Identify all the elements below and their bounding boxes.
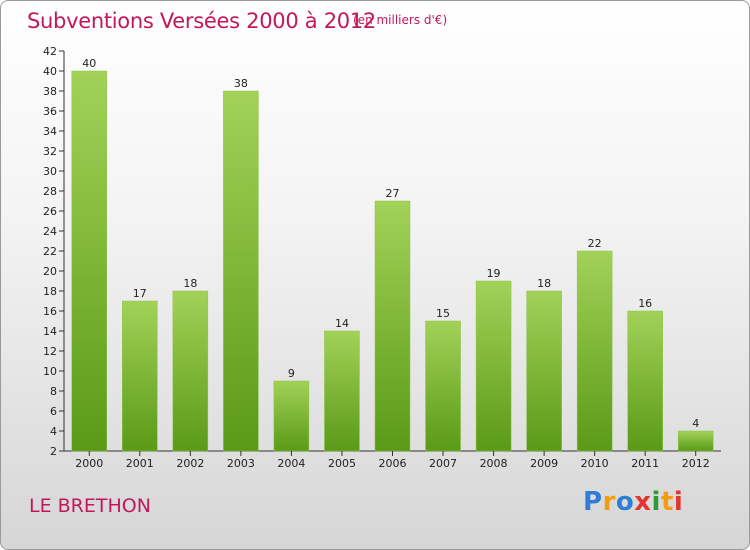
x-tick-label: 2009 <box>530 457 558 470</box>
x-tick-label: 2011 <box>631 457 659 470</box>
logo-letter: t <box>660 487 674 517</box>
y-tick-label: 34 <box>43 125 57 138</box>
logo-letter: P <box>583 487 603 517</box>
bar <box>223 90 259 452</box>
bar <box>425 320 461 452</box>
bar <box>677 430 714 452</box>
bar <box>324 330 360 452</box>
y-tick-label: 24 <box>43 225 57 238</box>
x-tick-label: 2004 <box>277 457 305 470</box>
x-tick-label: 2007 <box>429 457 457 470</box>
chart-title: Subventions Versées 2000 à 2012 <box>27 9 376 33</box>
data-label: 17 <box>133 287 147 300</box>
data-label: 38 <box>234 77 248 90</box>
data-label: 15 <box>436 307 450 320</box>
logo-letter: r <box>602 487 616 517</box>
logo-letter: i <box>651 487 661 517</box>
y-tick-label: 14 <box>43 325 57 338</box>
bar <box>172 290 209 452</box>
y-tick-label: 16 <box>43 305 57 318</box>
y-tick-label: 22 <box>43 245 57 258</box>
data-label: 19 <box>487 267 501 280</box>
x-tick-label: 2002 <box>176 457 204 470</box>
bar <box>627 310 663 452</box>
y-tick-label: 18 <box>43 285 57 298</box>
y-tick-label: 26 <box>43 205 57 218</box>
bar <box>475 280 512 452</box>
logo-letter: o <box>615 487 635 517</box>
bar <box>122 300 158 452</box>
data-label: 27 <box>386 187 400 200</box>
y-tick-label: 12 <box>43 345 57 358</box>
data-label: 22 <box>588 237 602 250</box>
x-tick-label: 2000 <box>75 457 103 470</box>
y-tick-label: 40 <box>43 65 57 78</box>
x-tick-label: 2003 <box>227 457 255 470</box>
x-tick-label: 2006 <box>379 457 407 470</box>
y-tick-label: 2 <box>50 445 57 458</box>
y-tick-label: 28 <box>43 185 57 198</box>
y-tick-label: 36 <box>43 105 57 118</box>
bar <box>526 290 562 452</box>
bar <box>71 70 108 452</box>
x-tick-label: 2012 <box>682 457 710 470</box>
data-label: 14 <box>335 317 349 330</box>
proxiti-logo[interactable]: Proxiti <box>583 487 683 517</box>
y-tick-label: 20 <box>43 265 57 278</box>
y-tick-label: 38 <box>43 85 57 98</box>
y-tick-label: 10 <box>43 365 57 378</box>
y-tick-label: 32 <box>43 145 57 158</box>
logo-letter: x <box>634 487 652 517</box>
chart-subtitle: (en milliers d'€) <box>353 13 448 27</box>
x-tick-label: 2010 <box>581 457 609 470</box>
y-tick-label: 8 <box>50 385 57 398</box>
logo-letter: i <box>673 487 684 517</box>
bar <box>576 250 613 452</box>
bar <box>273 380 310 452</box>
x-tick-label: 2001 <box>126 457 154 470</box>
bar <box>374 200 411 452</box>
y-tick-label: 4 <box>50 425 57 438</box>
data-label: 40 <box>82 57 96 70</box>
data-label: 4 <box>692 417 699 430</box>
place-name: LE BRETHON <box>29 495 151 517</box>
y-tick-label: 30 <box>43 165 57 178</box>
data-label: 9 <box>288 367 295 380</box>
data-label: 18 <box>537 277 551 290</box>
x-tick-label: 2008 <box>480 457 508 470</box>
data-label: 18 <box>183 277 197 290</box>
x-tick-label: 2005 <box>328 457 356 470</box>
y-tick-label: 42 <box>43 45 57 58</box>
y-tick-label: 6 <box>50 405 57 418</box>
data-label: 16 <box>638 297 652 310</box>
